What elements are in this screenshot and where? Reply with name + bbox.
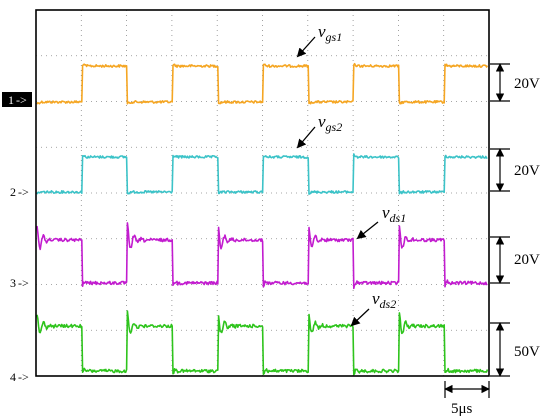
scale-ch4-label: 50V (514, 344, 540, 360)
label-vgs2: vgs2 (296, 112, 342, 149)
time-scale-label: 5μs (451, 401, 473, 417)
channel-1-marker: 1 -> (2, 92, 32, 107)
svg-text:vgs1: vgs1 (318, 22, 342, 44)
channel-2-marker-label: 2 (10, 185, 16, 199)
svg-text:vgs2: vgs2 (318, 112, 342, 134)
scale-ch2-label: 20V (514, 163, 540, 179)
channel-1-marker-label: 1 (8, 93, 14, 107)
channel-3-marker-label: 3 (10, 276, 16, 290)
scale-bar-ch4: 50V (490, 322, 540, 377)
traces (36, 62, 489, 376)
channel-3-marker: 3 -> (10, 276, 29, 290)
channel-4-marker-label: 4 (10, 370, 16, 384)
trace-vds1 (36, 222, 488, 290)
time-scale-bar: 5μs (444, 381, 490, 417)
channel-4-marker-arrow: -> (18, 370, 29, 384)
channel-2-marker: 2 -> (10, 185, 29, 199)
scale-bar-ch3: 20V (490, 236, 540, 284)
plot-frame (35, 9, 490, 377)
scale-bar-ch1: 20V (490, 63, 540, 102)
label-vds2: vds2 (350, 289, 396, 327)
trace-vds2 (36, 310, 489, 376)
channel-1-marker-arrow: -> (16, 93, 27, 107)
label-vgs1: vgs1 (296, 22, 342, 58)
channel-4-marker: 4 -> (10, 370, 29, 384)
scale-bar-ch2: 20V (490, 148, 540, 192)
trace-vgs2 (36, 153, 488, 195)
scale-ch1-label: 20V (514, 76, 540, 92)
channel-2-marker-arrow: -> (18, 185, 29, 199)
channel-3-marker-arrow: -> (18, 276, 29, 290)
svg-text:vds2: vds2 (372, 289, 396, 311)
svg-text:vds1: vds1 (382, 203, 406, 225)
trace-vgs1 (36, 62, 489, 105)
scale-ch3-label: 20V (514, 252, 540, 268)
label-vds1: vds1 (356, 203, 406, 240)
